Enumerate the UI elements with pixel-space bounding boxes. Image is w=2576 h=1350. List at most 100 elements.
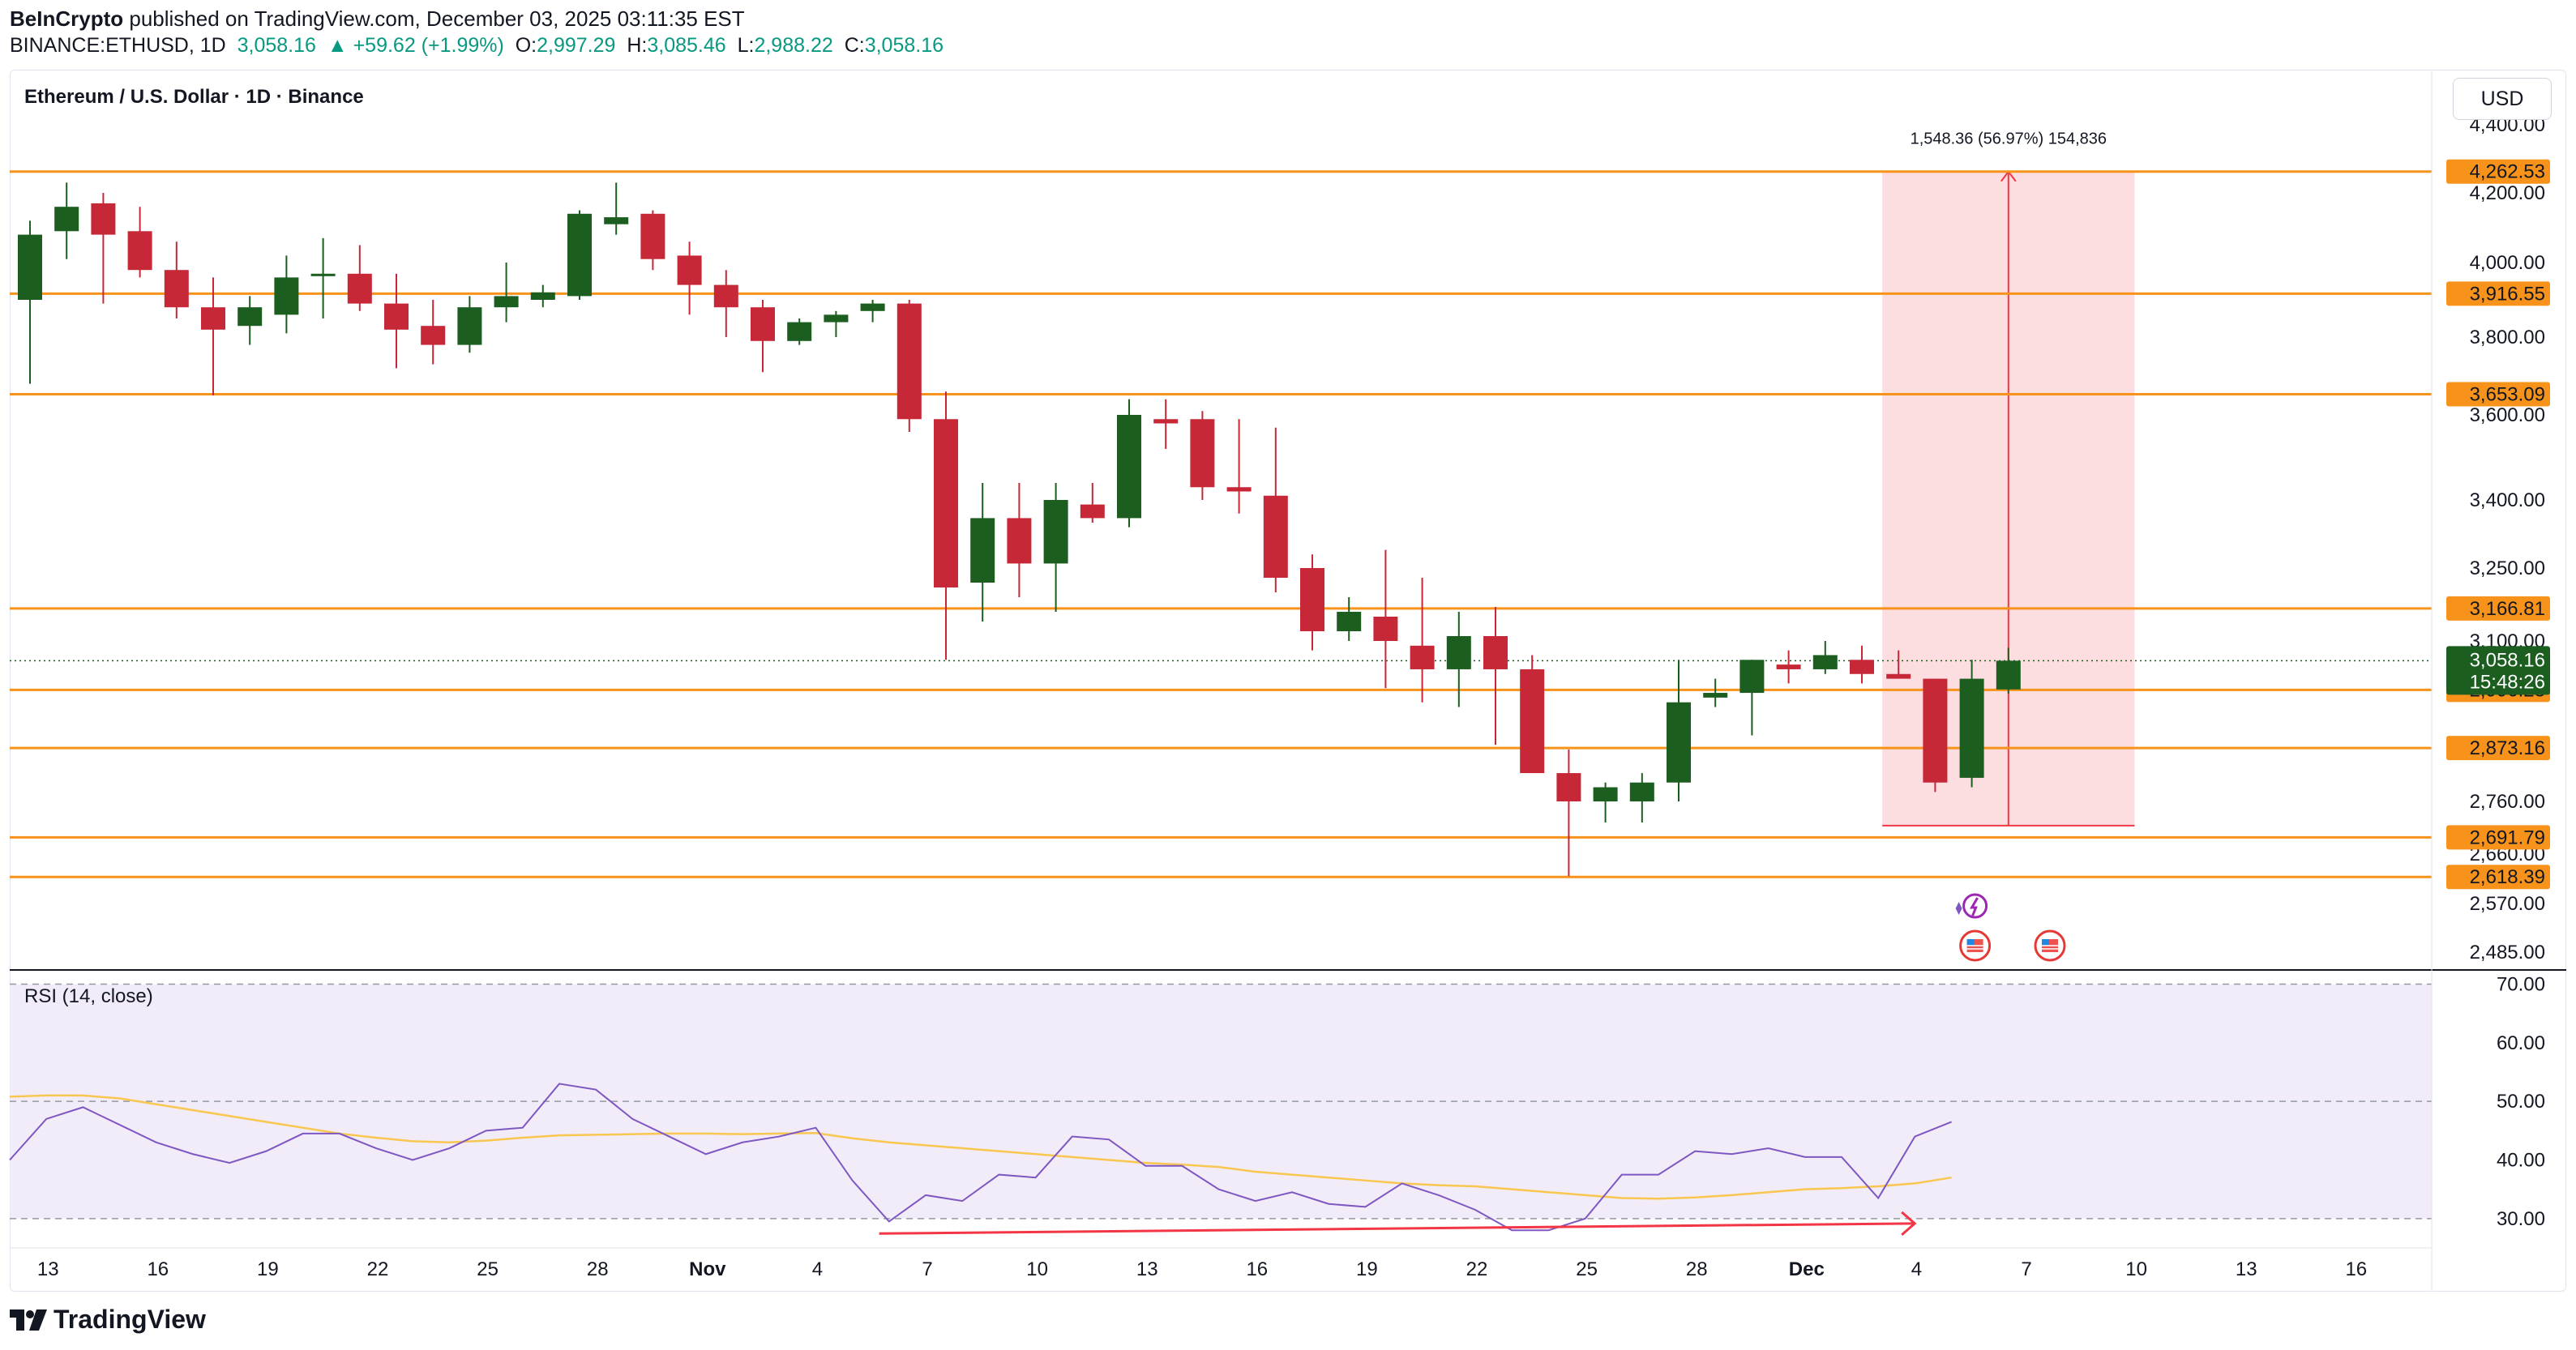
level-label-bg	[2446, 865, 2550, 890]
candle	[1043, 483, 1068, 612]
candle	[567, 210, 592, 300]
candle-body	[127, 231, 152, 271]
time-tick-label: 28	[1686, 1258, 1708, 1280]
time-tick-label: 16	[147, 1258, 169, 1280]
open-value: 2,997.29	[537, 34, 616, 57]
time-tick-label: 16	[2345, 1258, 2367, 1280]
candle	[457, 296, 482, 353]
candle-body	[1593, 787, 1618, 801]
candle-body	[1410, 645, 1435, 669]
candle-body	[713, 284, 738, 308]
price-tick-label: 3,800.00	[2470, 327, 2545, 348]
candle-body	[934, 419, 958, 587]
candle-body	[1812, 655, 1838, 669]
candle-body	[824, 314, 849, 323]
low-label: L:	[737, 34, 755, 57]
change-text: +59.62 (+1.99%)	[353, 34, 504, 57]
candle	[787, 318, 812, 345]
time-tick-label: 25	[1576, 1258, 1598, 1280]
candle-body	[347, 273, 372, 304]
divergence-arrow-line	[879, 1222, 1915, 1235]
candle	[1886, 650, 1911, 679]
divergence-arrowhead	[1901, 1211, 1917, 1236]
symbol-label: BINANCE:ETHUSD, 1D	[10, 34, 226, 57]
last-price-bg	[2446, 646, 2550, 695]
candle	[1850, 645, 1874, 684]
up-triangle-icon: ▲	[327, 34, 348, 57]
candle-body	[201, 307, 225, 330]
candle-body	[274, 277, 299, 315]
high-value: 3,085.46	[647, 34, 726, 57]
candle	[1629, 773, 1654, 822]
level-price-label: 3,166.81	[2446, 596, 2550, 621]
level-label-bg	[2446, 382, 2550, 407]
candle	[274, 255, 299, 334]
candle	[860, 300, 885, 323]
close-value: 3,058.16	[864, 34, 944, 57]
price-tick-label: 2,570.00	[2470, 893, 2545, 915]
candle	[347, 245, 372, 311]
time-tick-label: Dec	[1789, 1258, 1825, 1280]
publisher-line: BeInCrypto published on TradingView.com,…	[10, 6, 745, 32]
candle-body	[1886, 673, 1911, 679]
level-label-text: 3,916.55	[2470, 283, 2545, 305]
level-price-label: 3,916.55	[2446, 281, 2550, 306]
candle	[677, 241, 702, 315]
currency-button[interactable]: USD	[2453, 78, 2552, 120]
rsi-tick-label: 70.00	[2497, 973, 2545, 995]
sparkle-mark	[1955, 902, 1962, 915]
candle	[1080, 483, 1105, 523]
lightning-event-icon	[1955, 893, 1988, 919]
candle-body	[1556, 773, 1581, 801]
candle-body	[1043, 500, 1068, 564]
low-value: 2,988.22	[754, 34, 833, 57]
candle-body	[1080, 504, 1105, 519]
candle-body	[1446, 636, 1471, 669]
candle-body	[457, 307, 482, 345]
candle	[1483, 607, 1508, 745]
level-price-label: 2,618.39	[2446, 865, 2550, 890]
candle	[54, 182, 79, 259]
candle	[91, 193, 116, 304]
candle	[1446, 612, 1471, 707]
candle-body	[604, 217, 629, 224]
candle-body	[567, 213, 592, 297]
candle	[1959, 660, 1984, 788]
candle-body	[237, 307, 263, 327]
candle-body	[1373, 617, 1398, 641]
candle-body	[1959, 678, 1984, 778]
level-label-text: 4,262.53	[2470, 161, 2545, 183]
candle-body	[1190, 419, 1215, 488]
rsi-ma-line	[9, 1094, 1952, 1200]
lightning-bolt	[1969, 897, 1979, 916]
candle	[824, 310, 849, 337]
price-tick-label: 3,400.00	[2470, 489, 2545, 511]
candle	[751, 300, 775, 373]
time-tick-label: 22	[367, 1258, 389, 1280]
candle	[237, 296, 263, 345]
tradingview-logo[interactable]: TradingView	[10, 1305, 206, 1335]
candle	[1300, 554, 1324, 651]
level-label-bg	[2446, 596, 2550, 621]
candle-body	[1776, 664, 1801, 669]
level-price-label: 4,262.53	[2446, 159, 2550, 184]
price-tick-label: 4,000.00	[2470, 252, 2545, 274]
time-tick-label: 19	[257, 1258, 279, 1280]
open-label: O:	[515, 34, 537, 57]
candle	[604, 182, 629, 235]
candle-body	[970, 518, 995, 583]
candle-body	[1483, 636, 1508, 669]
candle	[1263, 427, 1288, 592]
published-text: published on TradingView.com, December 0…	[129, 6, 745, 31]
level-price-label: 3,653.09	[2446, 382, 2550, 407]
candle-body	[164, 270, 189, 308]
publisher-name: BeInCrypto	[10, 6, 124, 31]
last-price-text: 3,058.16	[237, 34, 316, 57]
candle-body	[1337, 612, 1362, 631]
candle	[1410, 578, 1435, 703]
candle-body	[384, 303, 409, 330]
rsi-line	[9, 1083, 1952, 1232]
time-tick-label: 10	[1026, 1258, 1048, 1280]
candle	[1556, 749, 1581, 877]
